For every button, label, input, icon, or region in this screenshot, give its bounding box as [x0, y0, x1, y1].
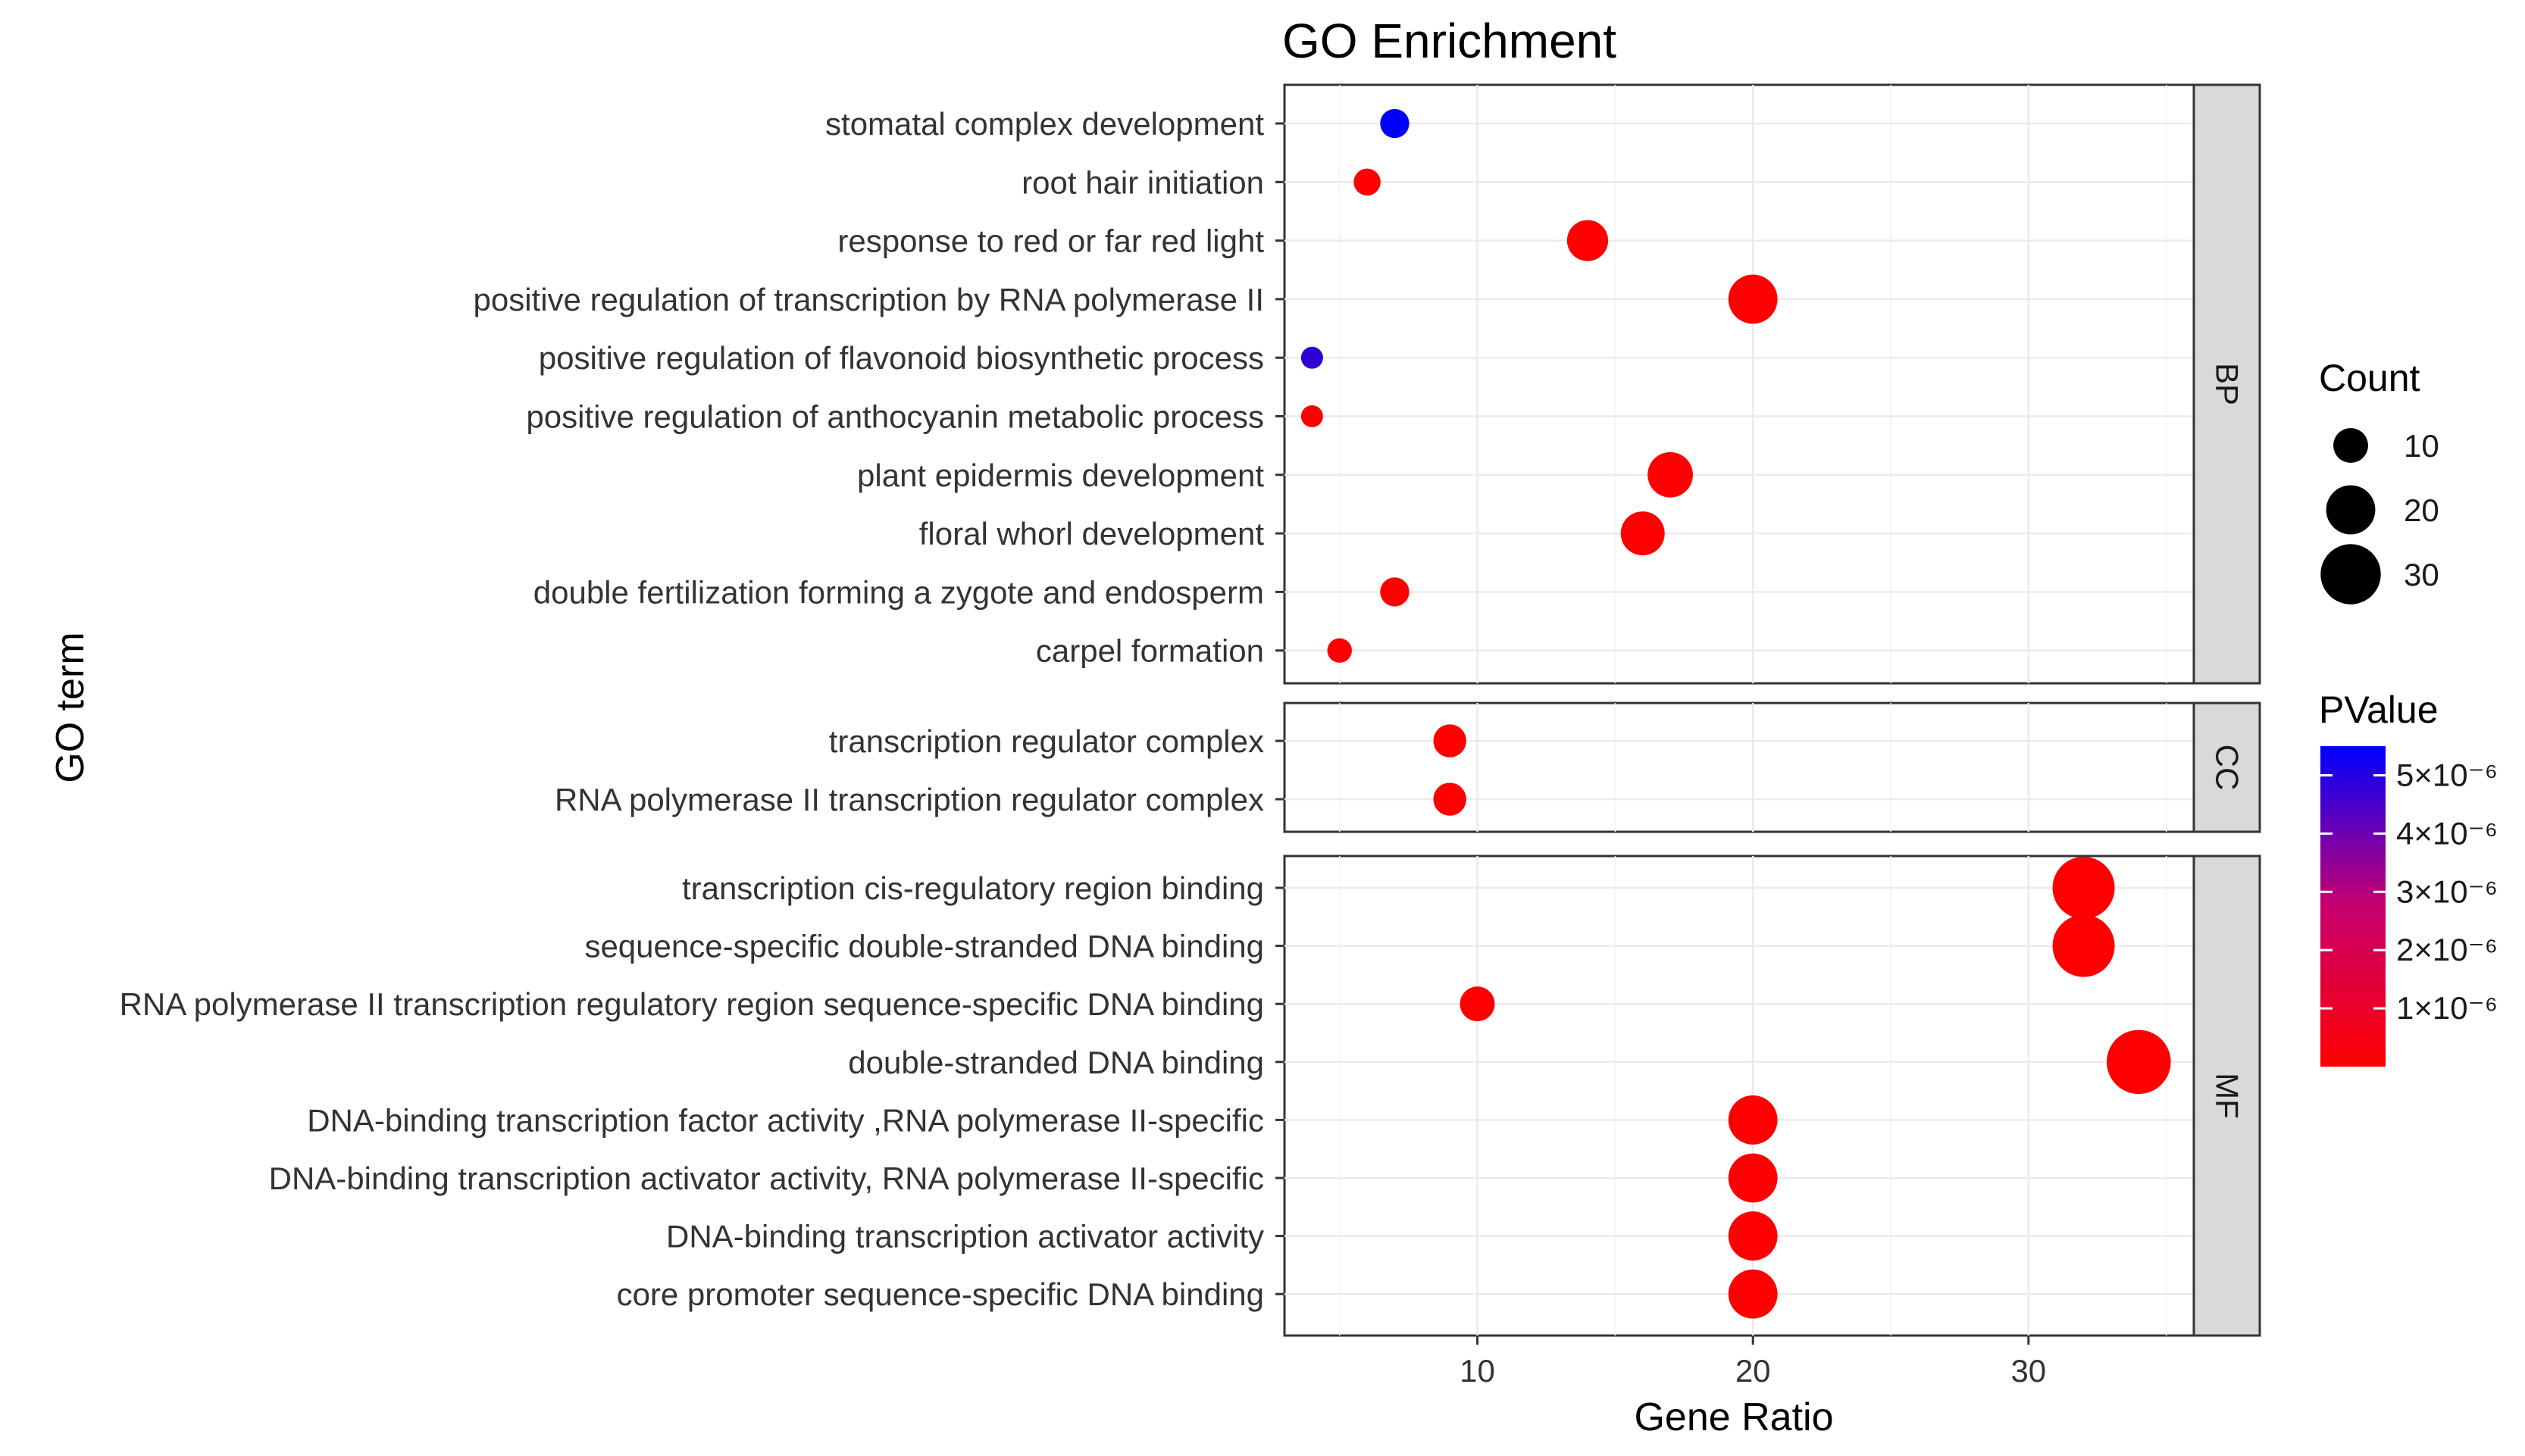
term-label: DNA-binding transcription activator acti…	[269, 1161, 1264, 1196]
data-point	[1380, 108, 1410, 139]
data-point	[1566, 220, 1609, 261]
pvalue-legend: PValue 5×10⁻⁶ 4×10⁻⁶ 3×10⁻⁶ 2×10⁻⁶ 1×10⁻⁶	[2319, 689, 2498, 1067]
facet-strip	[2192, 855, 2261, 1337]
chart-title: GO Enrichment	[1282, 14, 1616, 68]
pvalue-legend-label: 3×10⁻⁶	[2396, 873, 2498, 909]
data-point	[1300, 405, 1323, 427]
data-point	[1647, 451, 1693, 498]
count-legend-key	[2326, 485, 2376, 535]
facet-panel-cc: transcription regulator complex RNA polym…	[555, 701, 2261, 833]
panel-background	[1283, 83, 2195, 685]
x-tick-label: 20	[1735, 1353, 1771, 1389]
y-axis-title: GO term	[48, 632, 92, 783]
facet-strip	[2192, 701, 2261, 833]
data-point	[1728, 274, 1778, 324]
term-label: transcription regulator complex	[829, 723, 1264, 759]
term-label: core promoter sequence-specific DNA bind…	[617, 1276, 1264, 1312]
count-legend: Count 10 20 30	[2319, 357, 2439, 605]
data-point	[1460, 986, 1495, 1022]
term-label: RNA polymerase II transcription regulato…	[120, 986, 1264, 1022]
term-label: DNA-binding transcription activator acti…	[666, 1219, 1264, 1254]
data-point	[2052, 856, 2115, 920]
plot-area: stomatal complex development root hair in…	[120, 83, 2261, 1389]
term-label: response to red or far red light	[837, 223, 1264, 259]
facet-strip-label: BP	[2210, 363, 2245, 405]
count-legend-label: 20	[2404, 492, 2439, 528]
panel-background	[1283, 701, 2195, 833]
pvalue-legend-label: 4×10⁻⁶	[2396, 815, 2498, 851]
term-label: stomatal complex development	[825, 106, 1264, 142]
x-tick-label: 30	[2010, 1353, 2046, 1389]
pvalue-colorbar	[2320, 746, 2386, 1067]
term-label: DNA-binding transcription factor activit…	[307, 1102, 1264, 1138]
data-point	[1728, 1269, 1778, 1319]
count-legend-key	[2320, 544, 2381, 605]
term-label: double fertilization forming a zygote an…	[533, 574, 1264, 610]
pvalue-legend-label: 1×10⁻⁶	[2396, 990, 2498, 1026]
term-label: plant epidermis development	[857, 458, 1264, 493]
data-point	[1327, 638, 1352, 663]
data-point	[1728, 1153, 1778, 1203]
count-legend-label: 30	[2404, 557, 2439, 592]
panel-background	[1283, 855, 2195, 1337]
facet-strip-label: CC	[2210, 745, 2245, 791]
term-label: transcription cis-regulatory region bind…	[682, 870, 1264, 906]
pvalue-legend-label: 5×10⁻⁶	[2396, 757, 2498, 792]
data-point	[1728, 1095, 1778, 1145]
count-legend-key	[2333, 428, 2368, 463]
facet-strip-label: MF	[2210, 1073, 2245, 1119]
data-point	[1353, 168, 1381, 196]
data-point	[1433, 783, 1466, 816]
term-label: floral whorl development	[919, 516, 1265, 551]
facet-panel-mf: transcription cis-regulatory region bind…	[120, 855, 2261, 1337]
count-legend-title: Count	[2319, 357, 2420, 399]
facet-strip	[2192, 83, 2261, 685]
data-point	[1300, 346, 1323, 369]
term-label: root hair initiation	[1022, 164, 1264, 200]
facet-panel-bp: stomatal complex development root hair in…	[474, 83, 2261, 685]
data-point	[2106, 1030, 2171, 1095]
pvalue-legend-label: 2×10⁻⁶	[2396, 932, 2498, 967]
term-label: positive regulation of anthocyanin metab…	[526, 399, 1264, 435]
x-axis-title: Gene Ratio	[1634, 1395, 1833, 1439]
term-label: positive regulation of flavonoid biosynt…	[539, 340, 1264, 376]
term-label: double-stranded DNA binding	[848, 1045, 1264, 1080]
data-point	[1433, 724, 1466, 758]
legend-area: Count 10 20 30 PValue 5×10⁻⁶ 4×10⁻⁶ 3×10⁻⁶ 2×10⁻…	[2319, 357, 2498, 1067]
data-point	[2052, 914, 2115, 977]
data-point	[1380, 577, 1410, 607]
x-tick-label: 10	[1460, 1353, 1495, 1389]
data-point	[1728, 1211, 1778, 1261]
term-label: positive regulation of transcription by …	[474, 282, 1265, 317]
term-label: carpel formation	[1036, 633, 1264, 669]
count-legend-label: 10	[2404, 428, 2439, 464]
data-point	[1620, 511, 1665, 556]
pvalue-legend-title: PValue	[2319, 689, 2439, 731]
term-label: sequence-specific double-stranded DNA bi…	[584, 929, 1264, 964]
term-label: RNA polymerase II transcription regulato…	[555, 782, 1264, 817]
